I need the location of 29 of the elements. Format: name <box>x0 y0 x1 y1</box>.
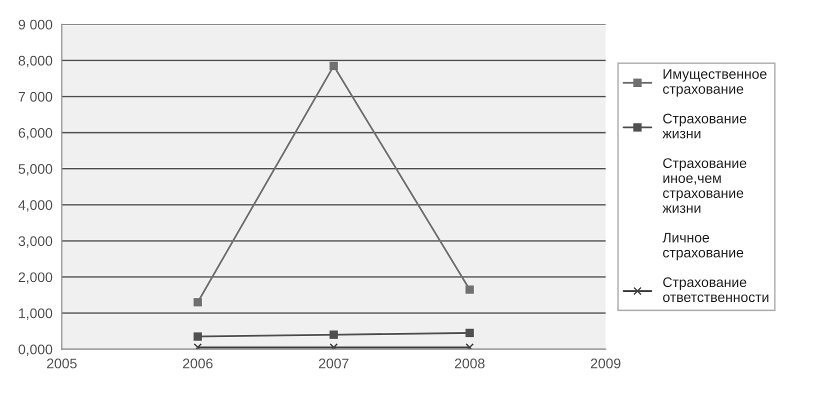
y-tick-label: 7 000 <box>18 92 52 102</box>
point <box>194 298 202 306</box>
point <box>194 343 202 350</box>
point <box>466 343 474 350</box>
x-tick-label: 2007 <box>318 358 348 368</box>
x-tick-label: 2005 <box>47 358 77 368</box>
y-tick-label: 3,000 <box>18 236 52 248</box>
point <box>330 343 338 350</box>
y-tick-label: 5,000 <box>18 164 52 176</box>
legend-label: Страхование ответственности <box>663 277 768 302</box>
y-tick-label: 1,000 <box>19 308 52 320</box>
point <box>330 330 338 339</box>
x-tick-label: 2008 <box>454 358 485 368</box>
y-tick-label: 4,000 <box>18 200 52 212</box>
y-tick-label: 0,000 <box>18 344 52 356</box>
y-tick-label: 6,000 <box>18 128 52 140</box>
y-tick-label: 9 000 <box>18 20 52 30</box>
point <box>330 62 338 70</box>
point <box>194 332 202 341</box>
legend-label: Имущественное страхование <box>663 69 767 97</box>
text: Страхование иное,чем страхование жизни <box>662 158 746 213</box>
point <box>466 285 474 294</box>
y-tick-label: 2,000 <box>18 272 52 284</box>
y-tick-label: 8,000 <box>18 56 52 68</box>
point <box>466 328 474 338</box>
legend-label: Страхование жизни <box>662 114 746 138</box>
x-tick-label: 2006 <box>183 358 213 368</box>
x-tick-label: 2009 <box>590 358 620 368</box>
text: Личное страхование <box>662 232 744 260</box>
